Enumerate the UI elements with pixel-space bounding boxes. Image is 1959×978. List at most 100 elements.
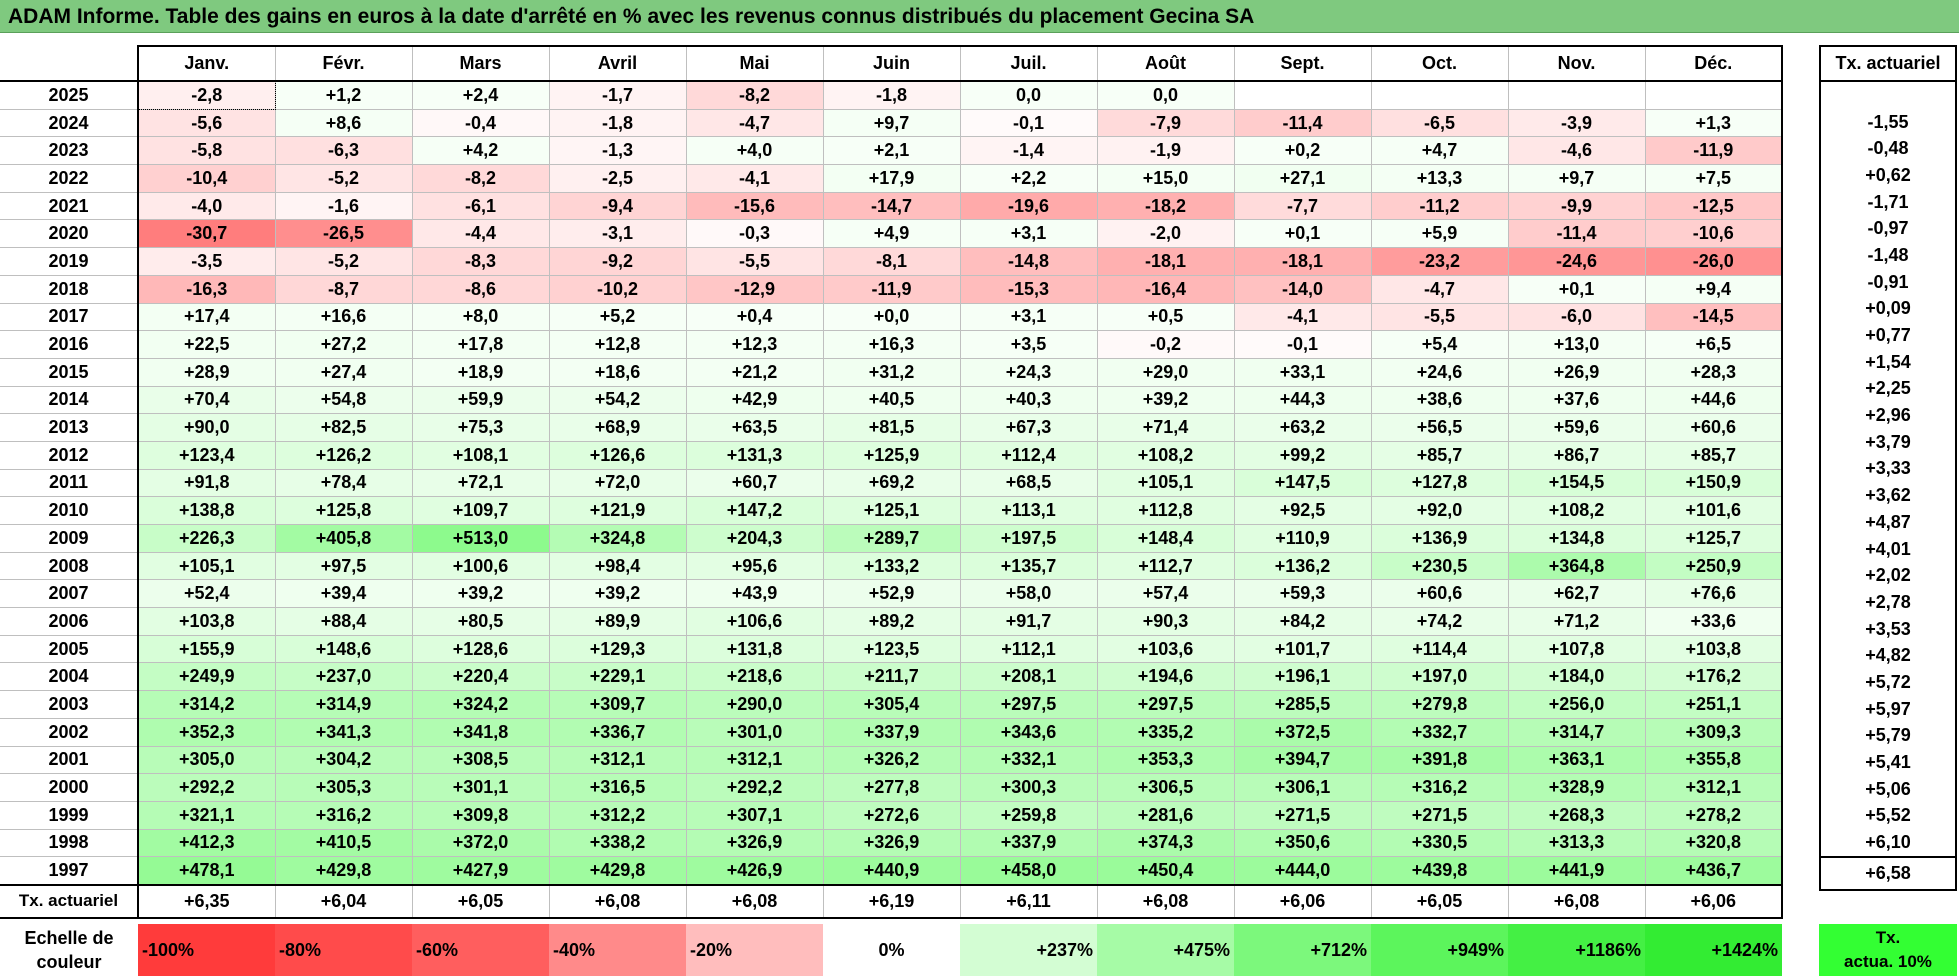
heatmap-cell: -14,0 [1233, 274, 1372, 304]
heatmap-cell: -14,8 [959, 247, 1098, 276]
heatmap-cell: +8,6 [274, 108, 413, 138]
heatmap-cell: +125,9 [822, 440, 961, 470]
color-scale-swatch: -60% [412, 924, 549, 976]
side-row: +2,78 [1819, 589, 1957, 616]
table-row: 1997 +478,1 +429,8 +427,9 +429,8 +426,9 +440,9… [0, 856, 1783, 886]
heatmap-cell: +26,9 [1507, 357, 1646, 387]
heatmap-cell: +304,2 [274, 745, 413, 775]
heatmap-cell: +58,0 [959, 579, 1098, 609]
side-row: +5,06 [1819, 775, 1957, 803]
side-row: +6,10 [1819, 829, 1957, 857]
heatmap-cell: +196,1 [1233, 662, 1372, 692]
heatmap-cell: +108,1 [411, 440, 550, 470]
footer-rate-cell: +6,06 [1233, 883, 1372, 919]
heatmap-cell: +429,8 [548, 856, 687, 886]
heatmap-cell: +218,6 [685, 662, 824, 692]
heatmap-cell: +134,8 [1507, 524, 1646, 553]
side-row: +4,87 [1819, 509, 1957, 536]
color-scale-legend: Echelle de couleur -100% -80% -60% -40% -20%… [0, 922, 1959, 978]
heatmap-cell: +112,8 [1096, 496, 1235, 525]
side-row: +2,96 [1819, 402, 1957, 429]
heatmap-cell: +136,2 [1233, 551, 1372, 581]
heatmap-cell: +0,4 [685, 302, 824, 332]
heatmap-cell: +2,4 [411, 80, 550, 110]
heatmap-cell: -9,2 [548, 247, 687, 276]
actuarial-rate-cell: +5,79 [1819, 722, 1957, 750]
heatmap-cell: +184,0 [1507, 662, 1646, 692]
heatmap-cell: +306,5 [1096, 773, 1235, 802]
heatmap-cell: +138,8 [137, 496, 276, 525]
side-row: +4,82 [1819, 642, 1957, 670]
heatmap-cell: +60,6 [1370, 579, 1509, 609]
heatmap-cell: +394,7 [1233, 745, 1372, 775]
heatmap-cell: +17,4 [137, 302, 276, 332]
heatmap-cell: +1,2 [274, 80, 413, 110]
heatmap-cell: +2,1 [822, 136, 961, 166]
side-row: +1,54 [1819, 348, 1957, 376]
heatmap-cell [1644, 80, 1783, 110]
table-row: 2007 +52,4 +39,4 +39,2 +39,2 +43,9 +52,9 +58,0 +… [0, 579, 1783, 609]
heatmap-cell: +272,6 [822, 800, 961, 830]
heatmap-cell: +44,6 [1644, 385, 1783, 415]
heatmap-cell: +3,5 [959, 330, 1098, 359]
table-row: 2021 -4,0 -1,6 -6,1 -9,4 -15,6 -14,7 -19,6 -18,2… [0, 191, 1783, 221]
heatmap-cell: +27,1 [1233, 164, 1372, 193]
heatmap-cell: +312,2 [548, 800, 687, 830]
heatmap-cell: +27,4 [274, 357, 413, 387]
heatmap-cell: +292,2 [137, 773, 276, 802]
heatmap-cell: +194,6 [1096, 662, 1235, 692]
heatmap-cell: +69,2 [822, 468, 961, 498]
heatmap-cell: +343,6 [959, 717, 1098, 747]
actuarial-rate-cell: +4,82 [1819, 642, 1957, 670]
heatmap-cell: -8,2 [411, 164, 550, 193]
side-row: +3,33 [1819, 455, 1957, 483]
heatmap-cell: +305,3 [274, 773, 413, 802]
heatmap-cell: +82,5 [274, 413, 413, 442]
heatmap-cell: +278,2 [1644, 800, 1783, 830]
heatmap-cell: -10,4 [137, 164, 276, 193]
row-year-label: 2020 [0, 219, 139, 249]
footer-label: Tx. actuariel [0, 883, 139, 919]
table-row: 2002 +352,3 +341,3 +341,8 +336,7 +301,0 +337,9… [0, 717, 1783, 747]
table-row: 2005 +155,9 +148,6 +128,6 +129,3 +131,8 +123,5… [0, 634, 1783, 664]
heatmap-cell: +92,0 [1370, 496, 1509, 525]
heatmap-cell: +372,5 [1233, 717, 1372, 747]
heatmap-cell: +309,3 [1644, 717, 1783, 747]
heatmap-cell: +338,2 [548, 828, 687, 858]
heatmap-cell: +307,1 [685, 800, 824, 830]
heatmap-cell: +306,1 [1233, 773, 1372, 802]
heatmap-cell: +450,4 [1096, 856, 1235, 886]
side-row: +3,62 [1819, 482, 1957, 509]
heatmap-cell: +412,3 [137, 828, 276, 858]
heatmap-cell: +336,7 [548, 717, 687, 747]
row-year-label: 2021 [0, 191, 139, 221]
heatmap-cell: +101,7 [1233, 634, 1372, 664]
heatmap-cell: +62,7 [1507, 579, 1646, 609]
heatmap-cell: +301,1 [411, 773, 550, 802]
heatmap-cell: -2,5 [548, 164, 687, 193]
column-header: Oct. [1370, 45, 1509, 82]
heatmap-cell: +85,7 [1370, 440, 1509, 470]
actuarial-rate-cell: +5,52 [1819, 802, 1957, 830]
table-row: 2001 +305,0 +304,2 +308,5 +312,1 +312,1 +326,2… [0, 745, 1783, 775]
heatmap-cell: +150,9 [1644, 468, 1783, 498]
table-row: 2014 +70,4 +54,8 +59,9 +54,2 +42,9 +40,5 +40,3 +… [0, 385, 1783, 415]
footer-rate-cell: +6,08 [548, 883, 687, 919]
heatmap-cell: +126,6 [548, 440, 687, 470]
heatmap-cell: +478,1 [137, 856, 276, 886]
row-year-label: 1999 [0, 800, 139, 830]
row-year-label: 2000 [0, 773, 139, 802]
heatmap-cell: +314,2 [137, 690, 276, 719]
heatmap-cell: -8,7 [274, 274, 413, 304]
heatmap-cell: -4,6 [1507, 136, 1646, 166]
heatmap-cell: +355,8 [1644, 745, 1783, 775]
heatmap-cell: +444,0 [1233, 856, 1372, 886]
heatmap-cell: +112,4 [959, 440, 1098, 470]
heatmap-cell: +91,7 [959, 607, 1098, 636]
heatmap-cell: +89,9 [548, 607, 687, 636]
heatmap-cell: +324,2 [411, 690, 550, 719]
actuarial-10-line2: actua. 10% [1844, 952, 1932, 971]
heatmap-cell: +3,1 [959, 219, 1098, 249]
heatmap-cell: +125,7 [1644, 524, 1783, 553]
heatmap-cell: -8,3 [411, 247, 550, 276]
